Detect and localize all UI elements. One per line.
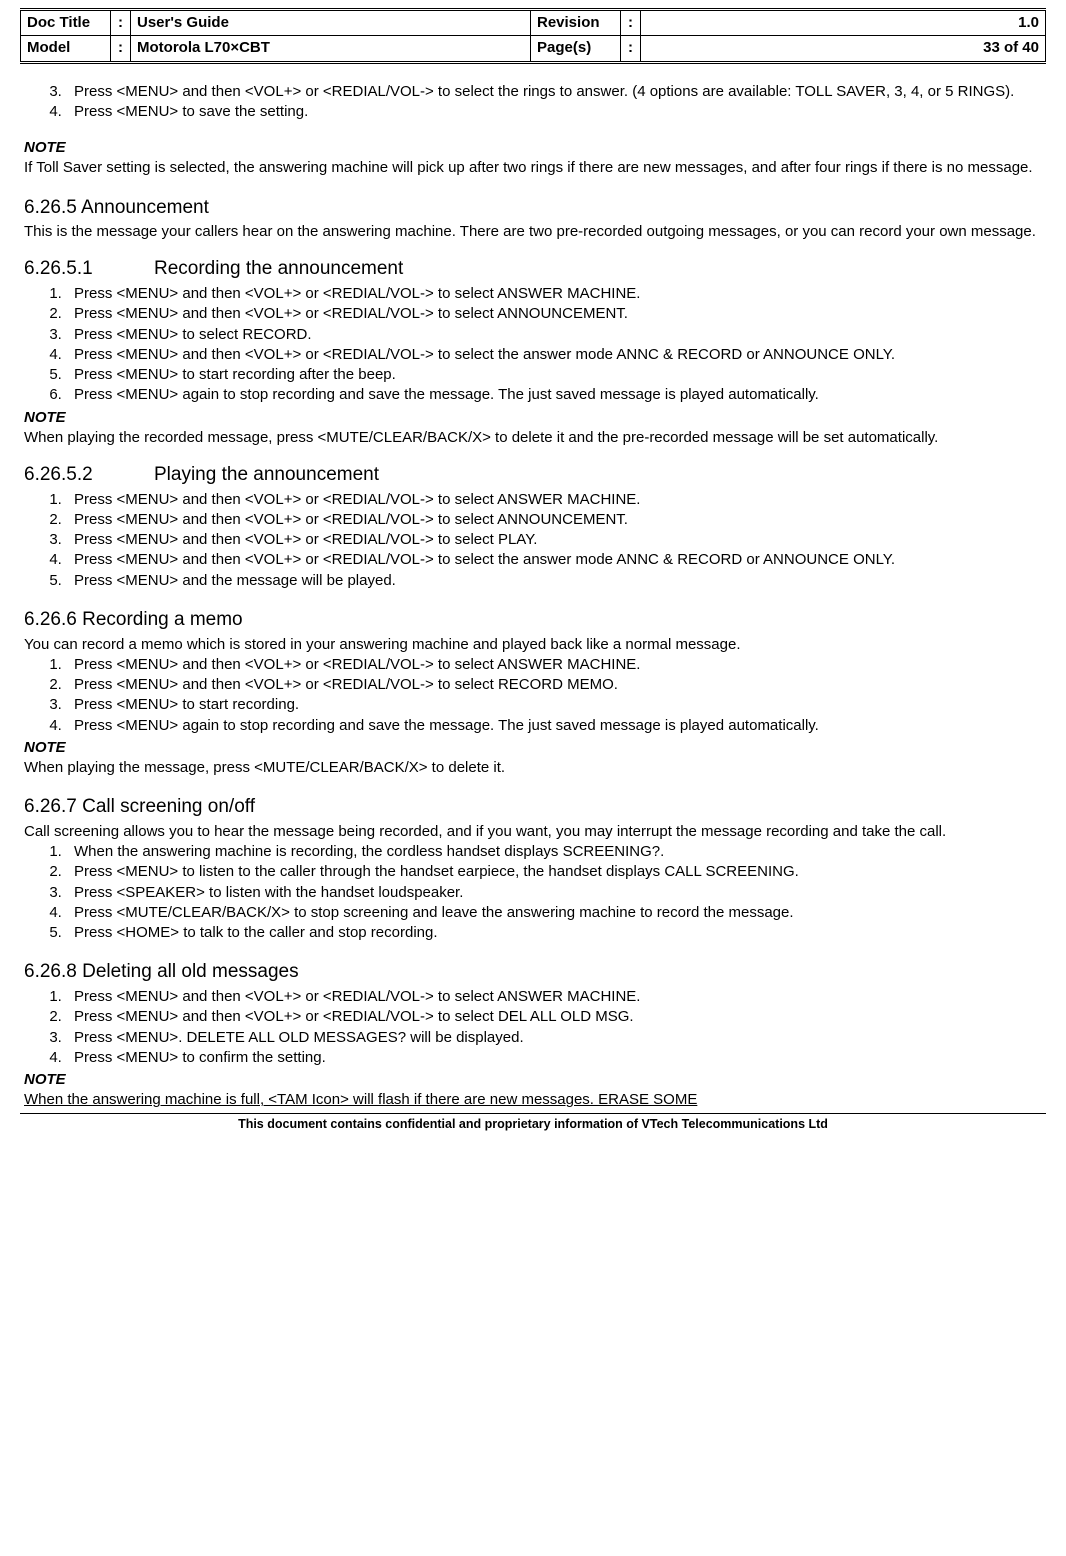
list-item: Press <MENU> again to stop recording and…: [66, 385, 1042, 405]
pages-value: 33 of 40: [641, 36, 1046, 62]
document-body: Press <MENU> and then <VOL+> or <REDIAL/…: [20, 82, 1046, 1111]
heading-number: 6.26.5.2: [24, 462, 154, 488]
note-text: When playing the message, press <MUTE/CL…: [24, 758, 1042, 778]
revision-value: 1.0: [641, 10, 1046, 36]
note-label: NOTE: [24, 1070, 1042, 1090]
note-label: NOTE: [24, 138, 1042, 158]
list-item: Press <HOME> to talk to the caller and s…: [66, 923, 1042, 943]
list-item: Press <MENU> and then <VOL+> or <REDIAL/…: [66, 490, 1042, 510]
colon: :: [111, 36, 131, 62]
list-item: When the answering machine is recording,…: [66, 842, 1042, 862]
note-label: NOTE: [24, 408, 1042, 428]
list-item: Press <MENU>. DELETE ALL OLD MESSAGES? w…: [66, 1028, 1042, 1048]
list-item: Press <MENU> and then <VOL+> or <REDIAL/…: [66, 1007, 1042, 1027]
list-item: Press <SPEAKER> to listen with the hands…: [66, 883, 1042, 903]
heading-6-26-5: 6.26.5 Announcement: [24, 195, 1042, 221]
colon: :: [621, 36, 641, 62]
list-item: Press <MENU> and the message will be pla…: [66, 571, 1042, 591]
list-item: Press <MENU> and then <VOL+> or <REDIAL/…: [66, 510, 1042, 530]
doc-title-value: User's Guide: [131, 10, 531, 36]
list-item: Press <MENU> to save the setting.: [66, 102, 1042, 122]
list-item: Press <MENU> and then <VOL+> or <REDIAL/…: [66, 550, 1042, 570]
heading-6-26-8: 6.26.8 Deleting all old messages: [24, 959, 1042, 985]
intro-steps: Press <MENU> and then <VOL+> or <REDIAL/…: [24, 82, 1042, 123]
steps-6-26-6: Press <MENU> and then <VOL+> or <REDIAL/…: [24, 655, 1042, 736]
steps-6-26-5-1: Press <MENU> and then <VOL+> or <REDIAL/…: [24, 284, 1042, 406]
list-item: Press <MENU> and then <VOL+> or <REDIAL/…: [66, 284, 1042, 304]
footer-text: This document contains confidential and …: [20, 1113, 1046, 1133]
list-item: Press <MENU> and then <VOL+> or <REDIAL/…: [66, 675, 1042, 695]
revision-label: Revision: [531, 10, 621, 36]
heading-title: Playing the announcement: [154, 464, 379, 485]
section-para: This is the message your callers hear on…: [24, 222, 1042, 242]
note-text: When playing the recorded message, press…: [24, 428, 1042, 448]
list-item: Press <MENU> to confirm the setting.: [66, 1048, 1042, 1068]
heading-title: Recording the announcement: [154, 258, 403, 279]
heading-6-26-5-1: 6.26.5.1Recording the announcement: [24, 256, 1042, 282]
doc-header-table: Doc Title : User's Guide Revision : 1.0 …: [20, 8, 1046, 64]
list-item: Press <MENU> and then <VOL+> or <REDIAL/…: [66, 304, 1042, 324]
list-item: Press <MENU> and then <VOL+> or <REDIAL/…: [66, 345, 1042, 365]
colon: :: [111, 10, 131, 36]
list-item: Press <MENU> to start recording.: [66, 695, 1042, 715]
heading-number: 6.26.5.1: [24, 256, 154, 282]
model-value: Motorola L70×CBT: [131, 36, 531, 62]
heading-6-26-6: 6.26.6 Recording a memo: [24, 607, 1042, 633]
steps-6-26-7: When the answering machine is recording,…: [24, 842, 1042, 943]
list-item: Press <MENU> and then <VOL+> or <REDIAL/…: [66, 987, 1042, 1007]
steps-6-26-8: Press <MENU> and then <VOL+> or <REDIAL/…: [24, 987, 1042, 1068]
colon: :: [621, 10, 641, 36]
heading-6-26-7: 6.26.7 Call screening on/off: [24, 794, 1042, 820]
list-item: Press <MENU> to select RECORD.: [66, 325, 1042, 345]
steps-6-26-5-2: Press <MENU> and then <VOL+> or <REDIAL/…: [24, 490, 1042, 591]
list-item: Press <MENU> and then <VOL+> or <REDIAL/…: [66, 530, 1042, 550]
list-item: Press <MUTE/CLEAR/BACK/X> to stop screen…: [66, 903, 1042, 923]
list-item: Press <MENU> again to stop recording and…: [66, 716, 1042, 736]
list-item: Press <MENU> to listen to the caller thr…: [66, 862, 1042, 882]
pages-label: Page(s): [531, 36, 621, 62]
model-label: Model: [21, 36, 111, 62]
section-para: You can record a memo which is stored in…: [24, 635, 1042, 655]
note-label: NOTE: [24, 738, 1042, 758]
note-text: When the answering machine is full, <TAM…: [24, 1090, 1042, 1110]
heading-6-26-5-2: 6.26.5.2Playing the announcement: [24, 462, 1042, 488]
note-text: If Toll Saver setting is selected, the a…: [24, 158, 1042, 178]
list-item: Press <MENU> and then <VOL+> or <REDIAL/…: [66, 82, 1042, 102]
list-item: Press <MENU> to start recording after th…: [66, 365, 1042, 385]
section-para: Call screening allows you to hear the me…: [24, 822, 1042, 842]
list-item: Press <MENU> and then <VOL+> or <REDIAL/…: [66, 655, 1042, 675]
doc-title-label: Doc Title: [21, 10, 111, 36]
